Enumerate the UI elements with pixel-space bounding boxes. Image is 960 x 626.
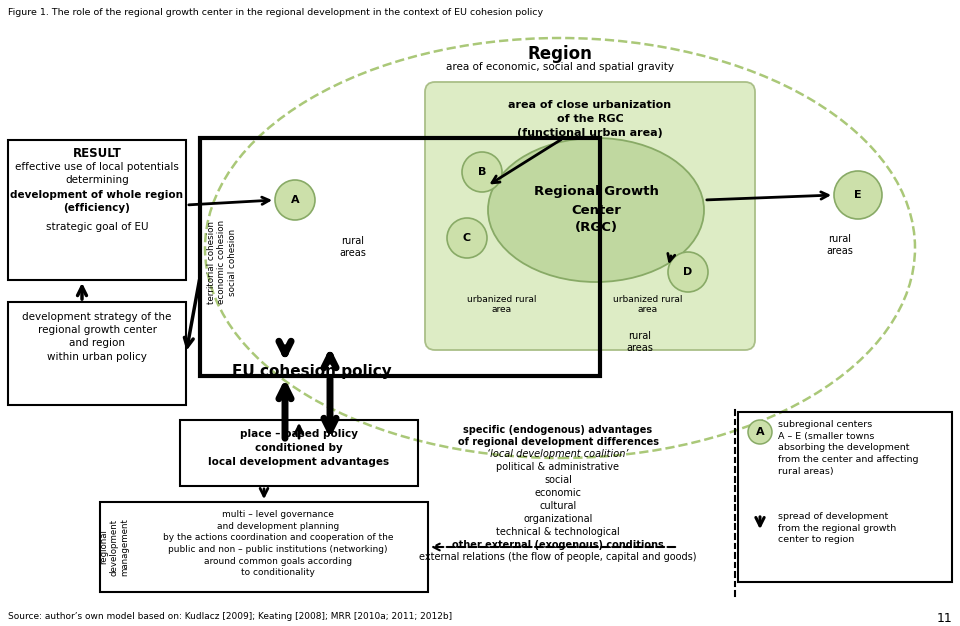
Text: ‘local development coalition’: ‘local development coalition’ — [488, 449, 629, 459]
Text: rural
areas: rural areas — [627, 331, 654, 353]
Text: Figure 1. The role of the regional growth center in the regional development in : Figure 1. The role of the regional growt… — [8, 8, 543, 17]
Ellipse shape — [462, 152, 502, 192]
Text: rural
areas: rural areas — [827, 234, 853, 256]
Text: area of economic, social and spatial gravity: area of economic, social and spatial gra… — [446, 62, 674, 72]
Text: D: D — [684, 267, 692, 277]
FancyBboxPatch shape — [425, 82, 755, 350]
Ellipse shape — [488, 138, 704, 282]
Ellipse shape — [275, 180, 315, 220]
Text: subregional centers
A – E (smaller towns
absorbing the development
from the cent: subregional centers A – E (smaller towns… — [778, 420, 919, 476]
Text: strategic goal of EU: strategic goal of EU — [46, 222, 148, 232]
Text: development of whole region
(efficiency): development of whole region (efficiency) — [11, 190, 183, 213]
Text: C: C — [463, 233, 471, 243]
Text: 11: 11 — [936, 612, 952, 625]
Ellipse shape — [668, 252, 708, 292]
Text: territorial cohesion
economic cohesion
social cohesion: territorial cohesion economic cohesion s… — [207, 220, 237, 304]
Text: A: A — [291, 195, 300, 205]
Text: effective use of local potentials
determining: effective use of local potentials determ… — [15, 162, 179, 185]
Text: Source: author’s own model based on: Kudlacz [2009]; Keating [2008]; MRR [2010a;: Source: author’s own model based on: Kud… — [8, 612, 452, 621]
Text: specific (endogenous) advantages
of regional development differences: specific (endogenous) advantages of regi… — [458, 425, 659, 446]
Text: regional
development
management: regional development management — [99, 518, 129, 576]
Ellipse shape — [447, 218, 487, 258]
Text: urbanized rural
area: urbanized rural area — [613, 295, 683, 314]
Text: Regional Growth
Center
(RGC): Regional Growth Center (RGC) — [534, 185, 659, 235]
Text: other external (exogenous) conditions: other external (exogenous) conditions — [452, 540, 664, 550]
Text: place – based policy
conditioned by
local development advantages: place – based policy conditioned by loca… — [208, 429, 390, 467]
Text: B: B — [478, 167, 486, 177]
Text: E: E — [854, 190, 862, 200]
Text: area of close urbanization
of the RGC
(functional urban area): area of close urbanization of the RGC (f… — [509, 100, 672, 138]
Ellipse shape — [748, 420, 772, 444]
Text: Region: Region — [528, 45, 592, 63]
Text: A: A — [756, 427, 764, 437]
Text: RESULT: RESULT — [73, 147, 121, 160]
Text: external relations (the flow of people, capital and goods): external relations (the flow of people, … — [420, 552, 697, 562]
Ellipse shape — [834, 171, 882, 219]
Text: urbanized rural
area: urbanized rural area — [468, 295, 537, 314]
Text: spread of development
from the regional growth
center to region: spread of development from the regional … — [778, 512, 897, 545]
Text: EU cohesion policy: EU cohesion policy — [232, 364, 392, 379]
Text: development strategy of the
regional growth center
and region
within urban polic: development strategy of the regional gro… — [22, 312, 172, 362]
Text: rural
areas: rural areas — [340, 236, 367, 258]
Text: multi – level governance
and development planning
by the actions coordination an: multi – level governance and development… — [163, 510, 394, 577]
Text: political & administrative
social
economic
cultural
organizational
technical & t: political & administrative social econom… — [496, 462, 620, 537]
